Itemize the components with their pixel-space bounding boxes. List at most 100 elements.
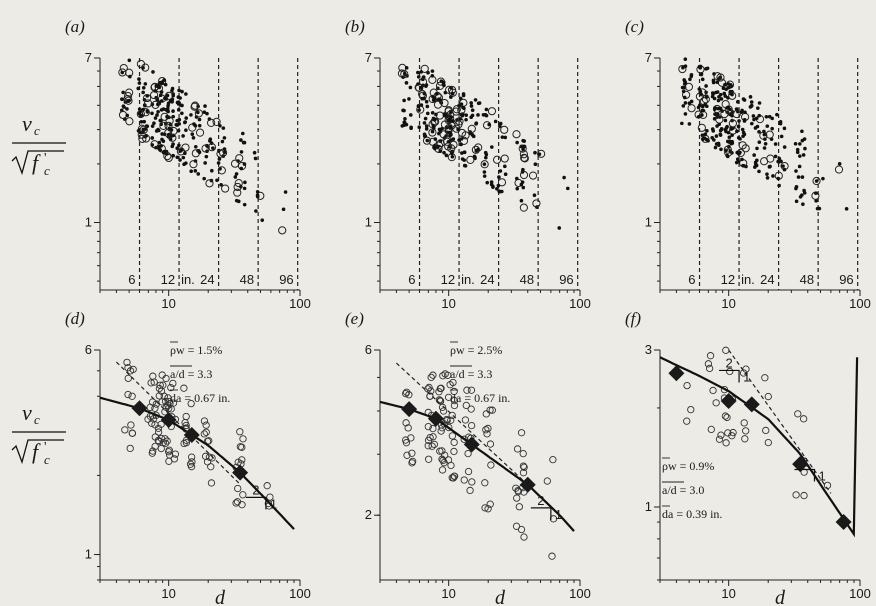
- data-point: [459, 142, 463, 147]
- data-point: [480, 160, 489, 169]
- data-point: [726, 82, 731, 86]
- data-point: [405, 391, 413, 399]
- data-point: [469, 104, 474, 108]
- data-point: [462, 163, 467, 168]
- data-point: [179, 148, 184, 152]
- data-point: [549, 455, 557, 464]
- data-point: [484, 155, 488, 160]
- data-point: [188, 453, 196, 461]
- data-point: [721, 86, 726, 90]
- data-point: [709, 386, 717, 395]
- data-point: [193, 123, 198, 128]
- data-point: [418, 77, 428, 86]
- data-point: [141, 108, 150, 117]
- data-point: [238, 456, 246, 464]
- data-point: [482, 174, 487, 178]
- data-point: [197, 150, 202, 155]
- data-point: [190, 132, 195, 136]
- data-point: [464, 113, 469, 117]
- data-point: [183, 120, 187, 125]
- panel-label: (a): [65, 17, 85, 36]
- size-line-label: 12: [441, 272, 455, 287]
- data-point: [803, 146, 807, 151]
- data-point: [450, 154, 455, 159]
- data-point: [165, 109, 170, 113]
- data-point: [743, 110, 747, 115]
- data-point: [437, 97, 441, 102]
- data-point: [520, 488, 528, 496]
- data-point: [463, 386, 471, 394]
- data-point: [750, 121, 754, 126]
- data-point: [462, 401, 470, 410]
- data-point: [207, 143, 217, 152]
- data-point: [482, 162, 487, 166]
- data-point: [725, 106, 730, 110]
- data-point: [252, 150, 257, 155]
- data-point: [283, 190, 288, 194]
- data-point: [423, 134, 428, 138]
- data-point: [260, 218, 265, 222]
- slope-triangle: [794, 468, 816, 482]
- data-point: [447, 416, 455, 424]
- x-tick-label: 10: [721, 586, 735, 601]
- data-point: [253, 156, 258, 161]
- data-point: [420, 64, 429, 73]
- y-tick-label: 3: [645, 342, 652, 357]
- data-point: [233, 188, 242, 197]
- data-point: [201, 452, 210, 460]
- slope-run-label: 2: [252, 482, 259, 497]
- data-point: [254, 209, 258, 213]
- data-point: [149, 372, 157, 380]
- data-point: [800, 491, 808, 500]
- data-point: [207, 118, 216, 127]
- fit-curve: [99, 396, 295, 530]
- data-point: [751, 114, 756, 118]
- data-point: [211, 146, 215, 150]
- data-point: [127, 421, 135, 429]
- data-point: [722, 346, 730, 354]
- data-point: [425, 138, 430, 143]
- data-point: [184, 128, 188, 132]
- data-point: [217, 157, 222, 161]
- data-point: [474, 121, 479, 125]
- data-point: [748, 95, 753, 99]
- data-point: [755, 146, 759, 151]
- data-point: [161, 150, 166, 155]
- data-point: [422, 136, 432, 145]
- data-point: [424, 436, 433, 445]
- slope-run-label: 2: [537, 493, 544, 508]
- data-point: [137, 81, 142, 85]
- data-point: [448, 126, 452, 130]
- data-point: [219, 183, 223, 187]
- data-point: [180, 439, 188, 448]
- slope-rise-label: 1: [555, 507, 562, 522]
- data-point: [689, 74, 694, 79]
- data-point: [200, 417, 209, 425]
- data-point: [182, 412, 190, 421]
- data-point: [169, 399, 178, 407]
- bin-mean-diamond: [463, 436, 480, 453]
- data-point: [762, 426, 770, 435]
- data-point: [150, 140, 159, 149]
- data-point: [128, 74, 132, 79]
- data-point: [460, 151, 464, 155]
- data-point: [757, 113, 762, 118]
- data-point: [404, 424, 412, 432]
- data-point: [732, 109, 741, 119]
- y-label-numerator-sub: c: [34, 123, 40, 138]
- data-point: [159, 144, 163, 148]
- data-point: [488, 406, 496, 414]
- data-point: [497, 178, 507, 187]
- data-point: [438, 403, 447, 411]
- data-point: [429, 424, 437, 433]
- data-point: [521, 138, 525, 143]
- data-point: [184, 92, 188, 96]
- data-point: [195, 128, 205, 137]
- data-point: [456, 127, 460, 132]
- data-point: [408, 457, 417, 466]
- data-point: [712, 72, 716, 76]
- y-tick-label: 1: [365, 214, 372, 229]
- x-tick-label: 100: [849, 586, 871, 601]
- data-point: [450, 387, 458, 396]
